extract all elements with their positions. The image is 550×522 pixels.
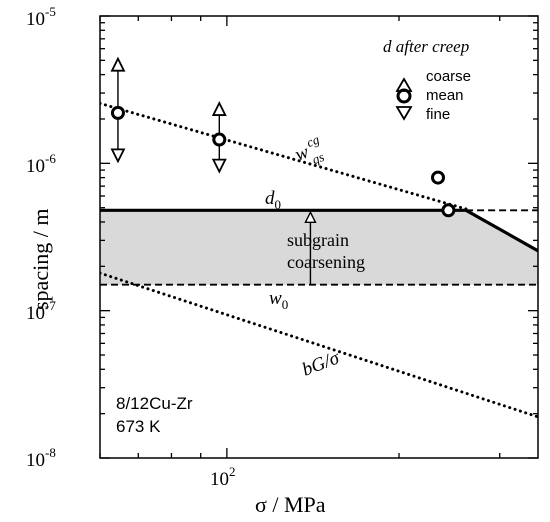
bg-sigma-label: bG/σ bbox=[299, 347, 342, 380]
legend-label-fine: fine bbox=[426, 106, 450, 123]
coarsening-label-line2: coarsening bbox=[287, 252, 365, 272]
w0-label: w0 bbox=[269, 288, 288, 312]
lines-layer bbox=[100, 101, 538, 419]
coarsening-band bbox=[100, 210, 538, 285]
legend-label-coarse: coarse bbox=[426, 68, 471, 85]
marker-mean-extra-0 bbox=[431, 170, 446, 185]
x-tick-label: 102 bbox=[210, 464, 236, 490]
coarsening-arrow bbox=[304, 210, 317, 285]
line-w-qs-cg bbox=[100, 101, 468, 211]
d0-label: d0 bbox=[265, 188, 281, 212]
x-axis-label: σ / MPa bbox=[255, 492, 326, 517]
marker-mean-1 bbox=[212, 132, 227, 147]
markers-layer bbox=[110, 56, 456, 218]
y-tick-label: 10-6 bbox=[26, 151, 56, 177]
marker-coarse-0 bbox=[110, 56, 126, 72]
marker-fine-0 bbox=[110, 148, 126, 164]
legend-label-mean: mean bbox=[426, 87, 464, 104]
legend: d after creep coarse mean fine bbox=[383, 37, 471, 123]
y-tick-label: 10-8 bbox=[26, 445, 56, 471]
y-axis-label: spacing / m bbox=[28, 209, 53, 310]
plot-frame bbox=[99, 15, 539, 459]
marker-mean-extra-1 bbox=[441, 203, 456, 218]
material-label: 8/12Cu-Zr bbox=[116, 394, 193, 413]
marker-fine-1 bbox=[211, 158, 227, 174]
legend-triangle-down-icon bbox=[395, 106, 413, 121]
legend-title: d after creep bbox=[383, 37, 469, 56]
legend-circle-icon bbox=[396, 88, 412, 104]
coarsening-label-line1: subgrain bbox=[287, 230, 349, 250]
wqs-label: w cg qs bbox=[292, 131, 326, 167]
temperature-label: 673 K bbox=[116, 417, 161, 436]
y-tick-label: 10-7 bbox=[26, 298, 56, 324]
marker-mean-0 bbox=[110, 105, 125, 120]
svg-text:qs: qs bbox=[310, 149, 326, 167]
y-tick-label: 10-5 bbox=[26, 4, 56, 30]
marker-coarse-1 bbox=[211, 101, 227, 116]
ticks-layer bbox=[99, 15, 538, 459]
svg-text:cg: cg bbox=[304, 131, 321, 150]
line-bg- bbox=[100, 271, 538, 419]
